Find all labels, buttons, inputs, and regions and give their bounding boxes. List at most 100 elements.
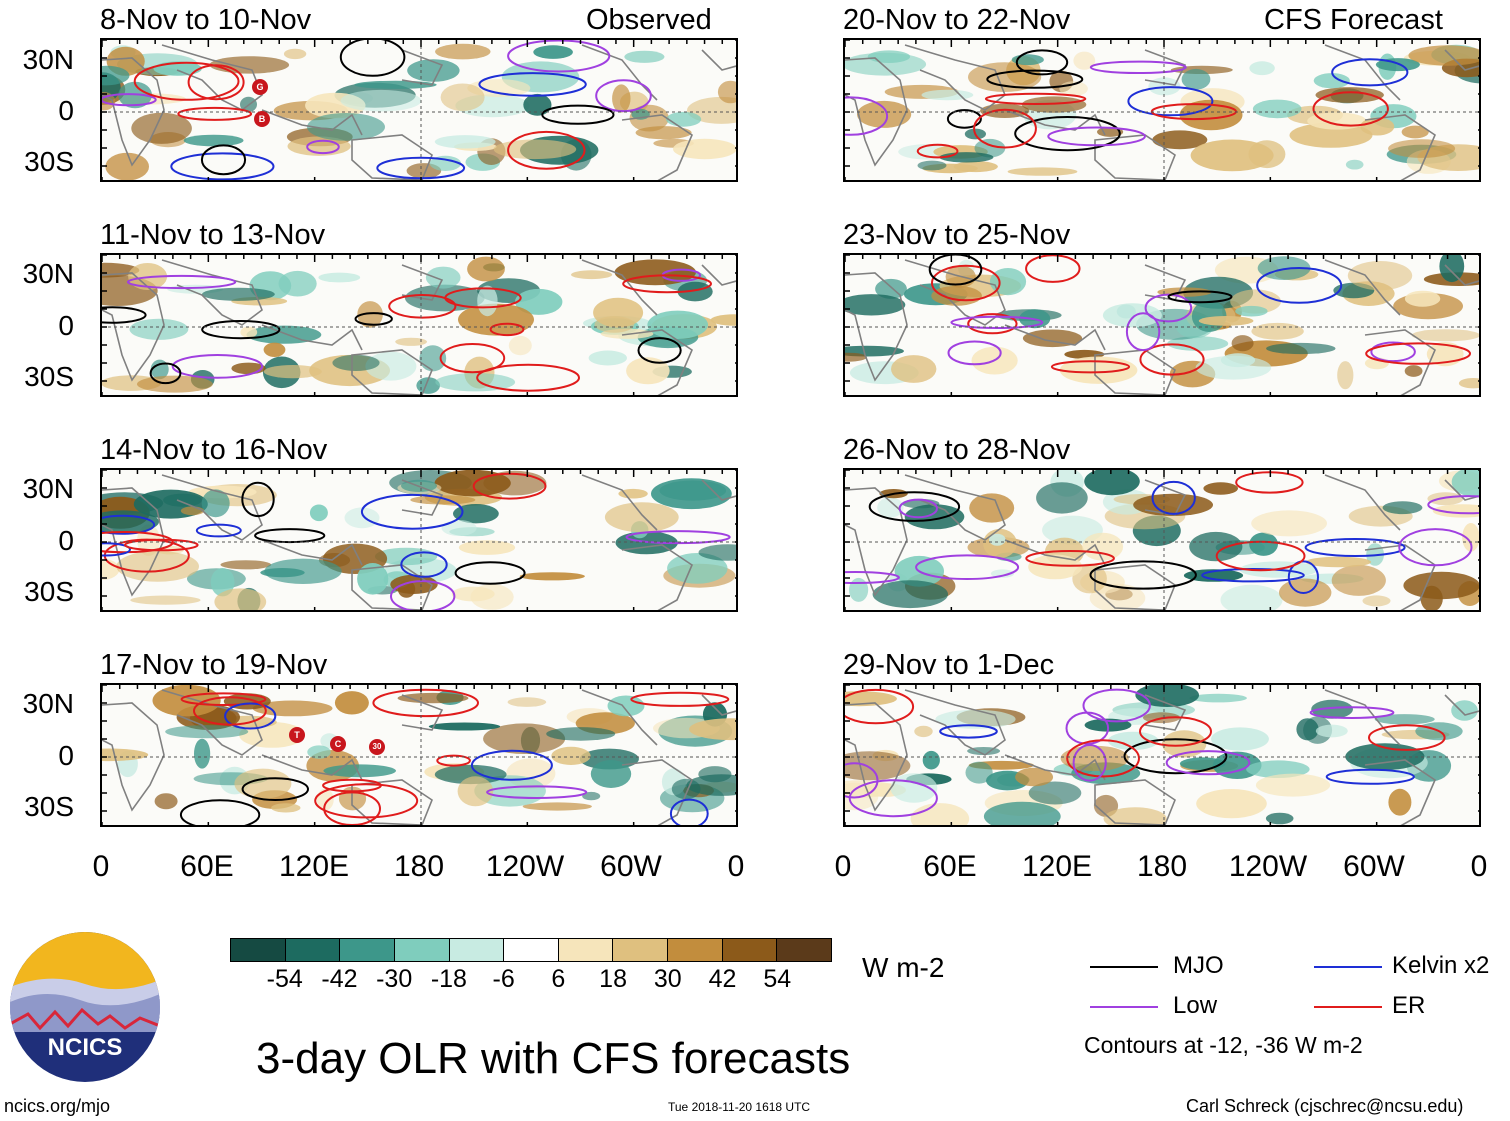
positive-olr-anomaly (470, 584, 514, 610)
wave-contour (1127, 86, 1214, 117)
positive-olr-anomaly (845, 352, 867, 362)
colorbar-tick-label: 30 (653, 965, 682, 993)
positive-olr-anomaly (493, 139, 577, 160)
coastline (845, 272, 908, 382)
wave-contour (201, 320, 281, 340)
positive-olr-anomaly (1082, 532, 1124, 561)
wave-contour (507, 40, 611, 73)
wave-contour (541, 104, 615, 125)
legend-line-low (1090, 1006, 1158, 1008)
negative-olr-anomaly (849, 577, 869, 602)
wave-contour (1050, 360, 1131, 374)
negative-olr-anomaly (590, 760, 632, 788)
negative-olr-anomaly (309, 504, 328, 522)
positive-olr-anomaly (180, 506, 205, 516)
negative-olr-anomaly (419, 345, 447, 372)
footer-url[interactable]: ncics.org/mjo (4, 1096, 111, 1116)
positive-olr-anomaly (891, 355, 937, 383)
wave-contour (898, 498, 939, 519)
wave-contour (973, 108, 1037, 149)
colorbar-segment (776, 939, 832, 961)
negative-olr-anomaly (1211, 727, 1269, 751)
positive-olr-anomaly (910, 803, 970, 825)
axis-ticks (845, 685, 1479, 825)
coastline (261, 324, 363, 351)
wave-contour (1365, 342, 1471, 365)
negative-olr-anomaly (921, 89, 974, 101)
negative-olr-anomaly (983, 801, 1061, 825)
coastline (701, 479, 736, 501)
positive-olr-anomaly (1462, 523, 1479, 552)
coastline (351, 134, 433, 180)
wave-contour (1082, 688, 1151, 723)
negative-olr-anomaly (407, 59, 460, 82)
wave-contour (224, 702, 277, 730)
panel-tag-observed: Observed (586, 4, 712, 36)
wave-contour (507, 130, 586, 170)
negative-olr-anomaly (416, 377, 441, 394)
wave-contour (306, 139, 340, 155)
wave-contour (1123, 738, 1228, 775)
coastline (1144, 49, 1187, 86)
negative-olr-anomaly (1266, 342, 1336, 355)
positive-olr-anomaly (316, 788, 334, 811)
wave-contour (622, 274, 712, 294)
positive-olr-anomaly (1337, 361, 1354, 390)
positive-olr-anomaly (395, 337, 427, 346)
wave-contour (1072, 744, 1107, 782)
wave-contour (1304, 538, 1406, 557)
olr-anomaly-map (102, 255, 736, 395)
negative-olr-anomaly (667, 553, 728, 584)
negative-olr-anomaly (165, 725, 249, 739)
colorbar-segment (231, 939, 285, 961)
negative-olr-anomaly (515, 288, 563, 315)
wave-contour (1368, 724, 1446, 751)
negative-olr-anomaly (1084, 470, 1140, 496)
wave-contour (1065, 711, 1110, 745)
positive-olr-anomaly (154, 793, 178, 810)
positive-olr-anomaly (1022, 329, 1083, 348)
positive-olr-anomaly (1072, 563, 1107, 594)
negative-olr-anomaly (872, 580, 948, 609)
coastline (1324, 259, 1401, 316)
logo-text: NCICS (48, 1034, 123, 1061)
coastline (904, 689, 1006, 756)
wave-contour (372, 688, 480, 718)
positive-olr-anomaly (1133, 493, 1213, 516)
negative-olr-anomaly (651, 478, 732, 510)
footer-timestamp: Tue 2018-11-20 1618 UTC (668, 1100, 811, 1114)
lon-label-right-60e: 60E (923, 850, 977, 883)
positive-olr-anomaly (263, 365, 322, 379)
negative-olr-anomaly (1249, 61, 1275, 76)
positive-olr-anomaly (1089, 583, 1146, 610)
lon-label-right-0-end: 0 (1470, 850, 1488, 883)
coastline (401, 479, 444, 516)
wave-contour (478, 72, 587, 97)
negative-olr-anomaly (1382, 501, 1423, 515)
negative-olr-anomaly (332, 354, 380, 371)
wave-contour (444, 287, 522, 309)
wave-contour (669, 798, 709, 825)
positive-olr-anomaly (263, 342, 286, 357)
negative-olr-anomaly (477, 285, 498, 317)
wave-contour (1089, 60, 1187, 74)
coastline (1444, 264, 1479, 286)
wave-contour (1165, 750, 1251, 776)
negative-olr-anomaly (340, 89, 422, 112)
wave-contour (476, 363, 581, 392)
negative-olr-anomaly (129, 318, 189, 340)
coastline (161, 689, 263, 756)
wave-contour (1331, 58, 1409, 87)
negative-olr-anomaly (686, 774, 736, 796)
negative-olr-anomaly (318, 272, 361, 283)
positive-olr-anomaly (717, 80, 736, 104)
coastline (701, 694, 736, 716)
wave-contour (1047, 126, 1146, 147)
panel-title-obs-1: 8-Nov to 10-Nov (100, 4, 312, 36)
negative-olr-anomaly (428, 722, 501, 731)
lat-label-eq-p4: 0 (58, 740, 74, 771)
wave-contour (868, 491, 961, 522)
negative-olr-anomaly (974, 138, 1006, 158)
coastline (261, 754, 363, 781)
positive-olr-anomaly (467, 256, 505, 282)
